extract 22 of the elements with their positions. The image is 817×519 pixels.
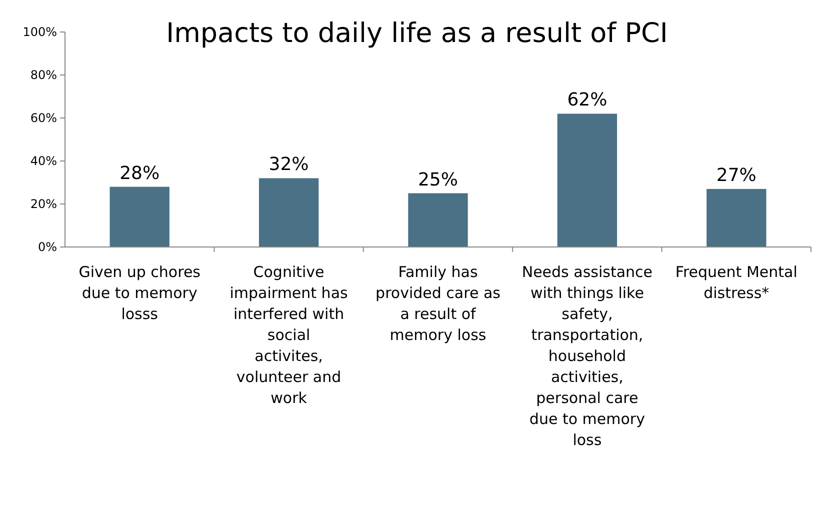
- bar: [258, 178, 319, 247]
- y-tick-label: 20%: [30, 197, 57, 212]
- data-label: 32%: [268, 154, 309, 176]
- data-label: 25%: [418, 169, 458, 190]
- data-label: 62%: [567, 90, 608, 111]
- x-tick-label: Given up chores due to memory losss: [78, 263, 201, 323]
- y-tick-label: 40%: [30, 154, 57, 168]
- chart-title: Impacts to daily life as a result of PCI: [166, 18, 668, 49]
- y-tick-label: 100%: [22, 25, 57, 40]
- bar: [408, 193, 468, 247]
- y-tick-label: 60%: [30, 111, 57, 126]
- category-label: Needs assistance with things like safety, transportation, household activities, personal care due to memory loss: [522, 263, 653, 449]
- x-tick-label: Cognitive impairment has interfered with social activites, volunteer and work: [230, 263, 348, 407]
- y-tick-label: 80%: [30, 68, 57, 82]
- y-tick-label: 0%: [38, 240, 57, 254]
- bar: [706, 188, 766, 247]
- data-label: 28%: [120, 162, 160, 184]
- x-tick-label: Family has provided care as a result of memory loss: [376, 263, 501, 344]
- bar: [110, 186, 170, 247]
- x-tick-label: Frequent Mental distress*: [675, 263, 798, 302]
- bar: [557, 114, 618, 247]
- data-label: 27%: [716, 164, 756, 186]
